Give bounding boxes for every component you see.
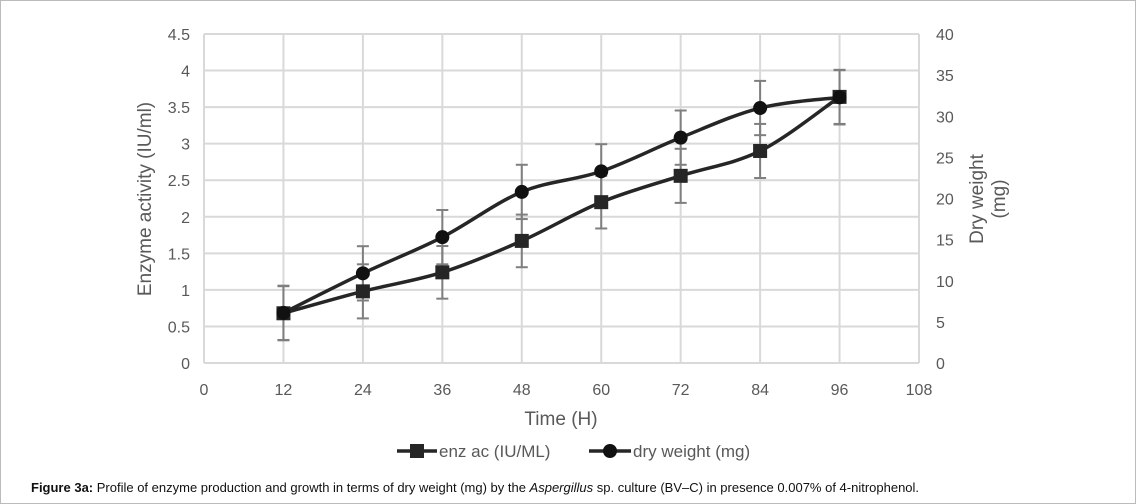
y-tick-label: 1.5	[168, 246, 190, 263]
y-tick-label: 4	[181, 64, 190, 81]
data-point-square	[435, 265, 450, 280]
y-tick-label: 3.5	[168, 100, 190, 117]
data-point-square	[514, 233, 529, 248]
figure-caption: Figure 3a: Profile of enzyme production …	[31, 480, 919, 495]
x-tick-label: 60	[592, 382, 610, 399]
y2-tick-label: 35	[936, 68, 954, 85]
y-tick-label: 2	[181, 210, 190, 227]
legend-label-enz: enz ac (IU/ML)	[439, 442, 550, 461]
y2-tick-label: 20	[936, 192, 954, 209]
y-axis-label: Enzyme activity (IU/ml)	[135, 102, 156, 296]
x-tick-label: 48	[513, 382, 531, 399]
caption-text-end: sp. culture (BV–C) in presence 0.007% of…	[593, 480, 920, 495]
y2-tick-label: 0	[936, 356, 945, 373]
x-tick-label: 84	[751, 382, 769, 399]
series-line-enzyme	[282, 95, 841, 315]
caption-text: Profile of enzyme production and growth …	[93, 480, 530, 495]
legend-marker-circle	[603, 444, 617, 458]
y2-tick-label: 25	[936, 150, 954, 167]
data-point-circle	[514, 184, 529, 199]
legend-label-dry: dry weight (mg)	[633, 442, 750, 461]
y2-tick-label: 30	[936, 109, 954, 126]
data-point-square	[594, 195, 609, 210]
y2-tick-label: 10	[936, 274, 954, 291]
y2-axis-label-line2: (mg)	[989, 179, 1010, 218]
y2-tick-label: 5	[936, 315, 945, 332]
y2-axis-label-line1: Dry weight	[967, 153, 988, 243]
y-tick-label: 1	[181, 283, 190, 300]
data-point-circle	[594, 164, 609, 179]
data-point-circle	[753, 101, 768, 116]
x-tick-label: 96	[831, 382, 849, 399]
x-tick-label: 36	[433, 382, 451, 399]
data-point-square	[355, 284, 370, 299]
x-tick-label: 108	[906, 382, 933, 399]
x-tick-label: 24	[354, 382, 372, 399]
y-tick-label: 0.5	[168, 319, 190, 336]
x-tick-label: 72	[672, 382, 690, 399]
y-tick-label: 2.5	[168, 173, 190, 190]
data-point-circle	[832, 90, 847, 105]
y2-tick-label: 40	[936, 27, 954, 44]
data-point-circle	[673, 130, 688, 145]
y2-tick-label: 15	[936, 233, 954, 250]
caption-italic: Aspergillus	[529, 480, 594, 495]
x-tick-label: 0	[200, 382, 209, 399]
chart: 0 0.5 1 1.5 2 2.5 3 3.5 4 4.5 0 12 24 36 48 60 72 84 96 108…	[135, 27, 1010, 461]
data-point-circle	[355, 266, 370, 281]
data-point-circle	[276, 305, 291, 320]
data-point-square	[673, 168, 688, 183]
caption-label: Figure 3a:	[31, 480, 94, 495]
legend-marker-square	[410, 444, 424, 458]
data-point-square	[753, 143, 768, 158]
x-tick-label: 12	[275, 382, 293, 399]
data-point-circle	[435, 230, 450, 245]
y-tick-label: 4.5	[168, 27, 190, 44]
y-tick-label: 0	[181, 356, 190, 373]
series-line-dry-weight	[282, 95, 840, 315]
legend: enz ac (IU/ML) dry weight (mg)	[397, 442, 750, 461]
x-axis-label: Time (H)	[524, 409, 597, 430]
y-tick-label: 3	[181, 137, 190, 154]
